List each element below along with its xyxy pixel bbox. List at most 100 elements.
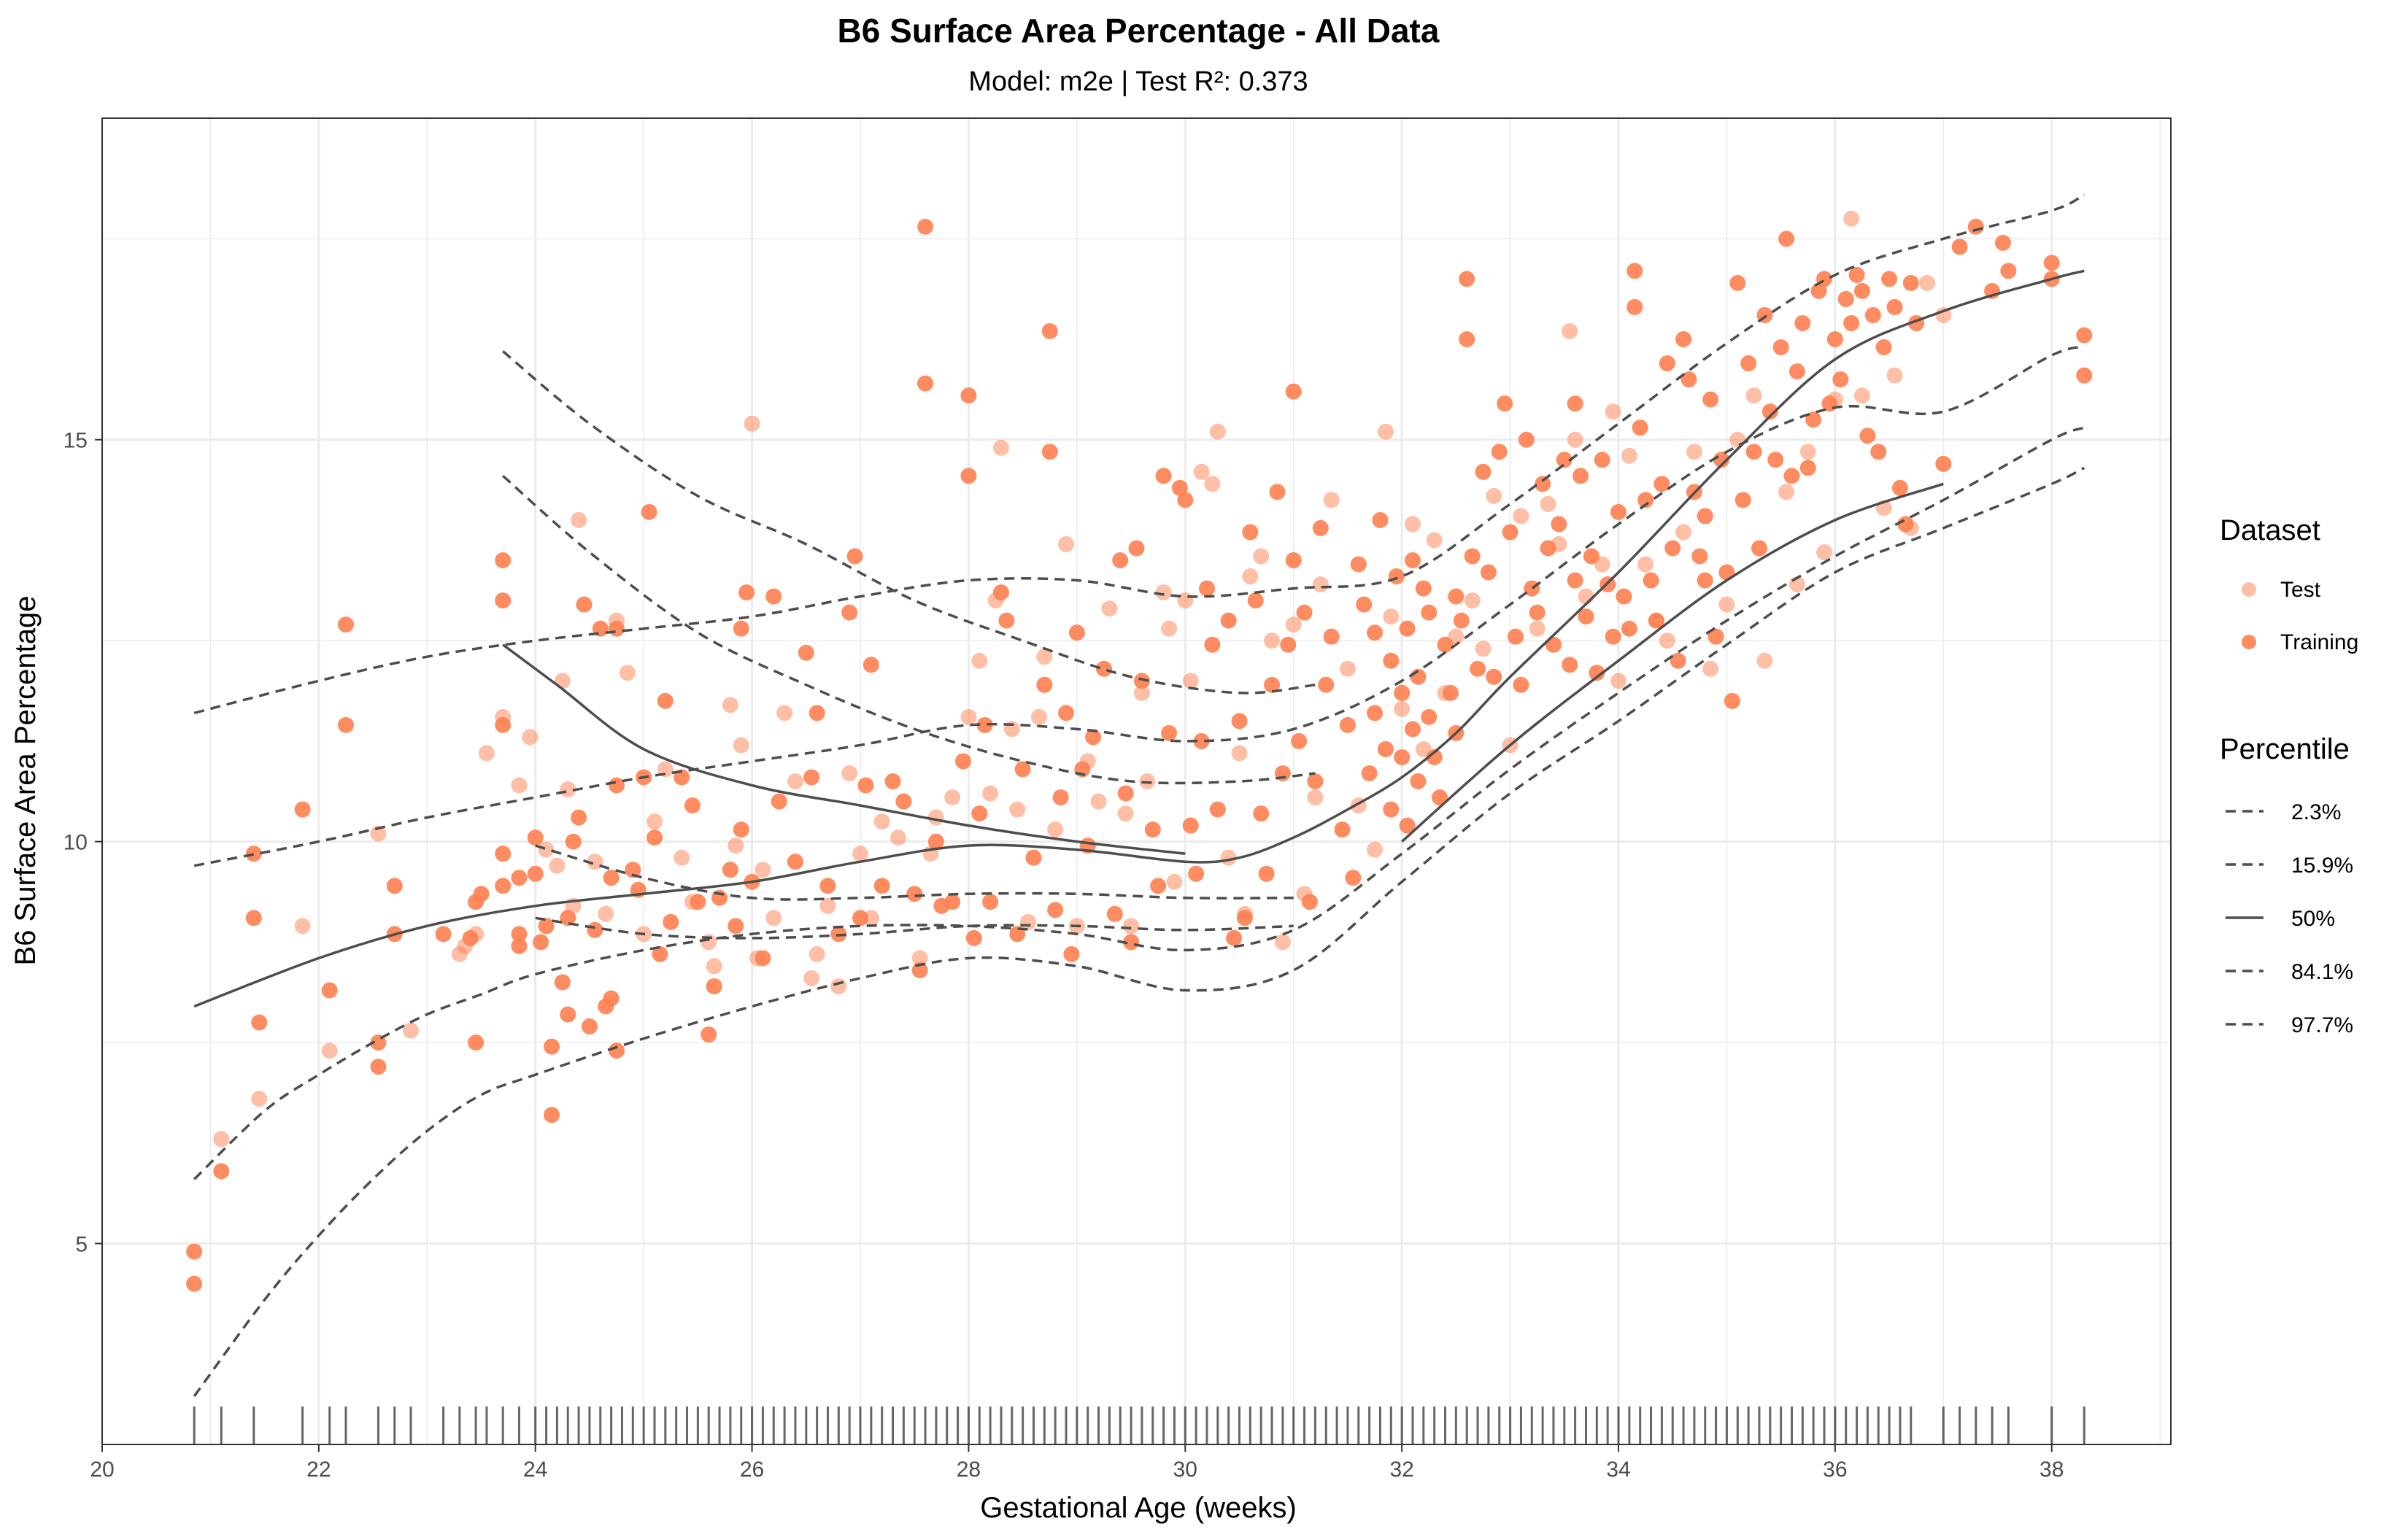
x-axis-label: Gestational Age (weeks)	[980, 1492, 1297, 1524]
training-point	[1480, 564, 1497, 581]
rug	[193, 1407, 2085, 1444]
test-point	[587, 854, 603, 870]
training-point	[1177, 492, 1194, 508]
training-point	[846, 548, 863, 565]
training-point	[1643, 572, 1659, 589]
test-point	[1816, 543, 1833, 560]
x-tick-label: 28	[957, 1458, 981, 1482]
training-point	[652, 945, 668, 962]
training-point	[1453, 612, 1470, 629]
training-point	[527, 865, 544, 882]
training-point	[511, 926, 528, 943]
legend-percentile-items: 2.3% 15.9% 50% 84.1% 97.7%	[2226, 800, 2353, 1037]
grid	[101, 118, 2171, 1445]
test-point	[1475, 641, 1492, 657]
test-point	[1745, 387, 1762, 404]
training-point	[1751, 540, 1767, 557]
x-tick-label: 26	[740, 1458, 764, 1482]
training-point	[1367, 705, 1384, 721]
training-point	[755, 950, 771, 967]
test-point	[1312, 576, 1329, 593]
training-point	[1632, 419, 1648, 436]
training-point	[538, 918, 555, 935]
training-point	[533, 934, 549, 951]
training-point	[245, 846, 262, 862]
test-point	[1486, 487, 1502, 504]
training-point	[917, 218, 934, 235]
test-point	[982, 785, 999, 802]
training-point	[1204, 636, 1221, 653]
training-point	[1144, 821, 1161, 838]
test-point	[1339, 660, 1356, 677]
training-point	[982, 894, 999, 910]
test-point	[706, 958, 722, 975]
training-point	[1788, 363, 1805, 380]
legend-training-marker	[2242, 635, 2256, 649]
training-point	[1269, 484, 1286, 500]
training-point	[1794, 314, 1811, 331]
training-point	[1697, 508, 1713, 525]
training-point	[1578, 608, 1594, 625]
training-point	[1112, 552, 1129, 568]
training-point	[511, 870, 528, 886]
test-point	[1090, 793, 1107, 810]
legend-training-label: Training	[2280, 630, 2358, 654]
training-point	[1231, 713, 1248, 730]
test-point	[1675, 524, 1692, 541]
training-point	[728, 918, 744, 935]
training-point	[565, 833, 582, 850]
training-point	[1724, 692, 1740, 709]
test-point	[911, 950, 928, 967]
x-tick-label: 38	[2040, 1458, 2064, 1482]
training-point	[1258, 865, 1275, 882]
training-point	[603, 990, 620, 1007]
test-point	[1404, 516, 1421, 533]
test-point	[1686, 444, 1702, 460]
training-point	[1334, 821, 1351, 838]
training-point	[1226, 929, 1243, 946]
training-point	[787, 854, 803, 870]
training-point	[1464, 548, 1481, 565]
test-point	[1009, 801, 1026, 818]
training-point	[1951, 239, 1968, 255]
test-point	[1659, 632, 1675, 649]
test-point	[674, 849, 690, 866]
y-tick-label: 15	[63, 429, 88, 453]
training-point	[1150, 878, 1167, 894]
training-point	[1870, 444, 1887, 460]
training-point	[809, 705, 825, 721]
chart-title: B6 Surface Area Percentage - All Data	[838, 12, 1440, 50]
test-point	[1123, 918, 1140, 935]
training-point	[370, 1059, 387, 1075]
training-point	[1707, 628, 1724, 645]
training-point	[1783, 468, 1800, 484]
training-point	[1415, 580, 1432, 597]
training-point	[1486, 668, 1502, 685]
training-point	[1025, 849, 1042, 866]
test-point	[1578, 588, 1594, 605]
training-point	[1247, 592, 1264, 609]
training-point	[657, 692, 674, 709]
training-point	[1155, 468, 1172, 484]
x-tick-label: 22	[306, 1458, 331, 1482]
training-point	[701, 1026, 717, 1043]
training-point	[1128, 540, 1145, 557]
test-point	[776, 705, 793, 721]
training-point	[2076, 327, 2093, 344]
test-point	[1285, 616, 1302, 633]
training-point	[1653, 476, 1670, 492]
training-point	[495, 878, 512, 894]
training-point	[386, 878, 403, 894]
training-point	[1106, 905, 1123, 922]
test-point	[1047, 821, 1064, 838]
training-point	[1772, 339, 1789, 356]
training-point	[684, 797, 701, 814]
training-point	[1426, 748, 1443, 765]
training-point	[435, 926, 452, 943]
training-point	[1388, 568, 1405, 585]
training-point	[1853, 282, 1870, 299]
training-point	[1562, 657, 1578, 673]
test-point	[1209, 423, 1226, 440]
training-point	[771, 793, 787, 810]
training-point	[495, 552, 512, 568]
